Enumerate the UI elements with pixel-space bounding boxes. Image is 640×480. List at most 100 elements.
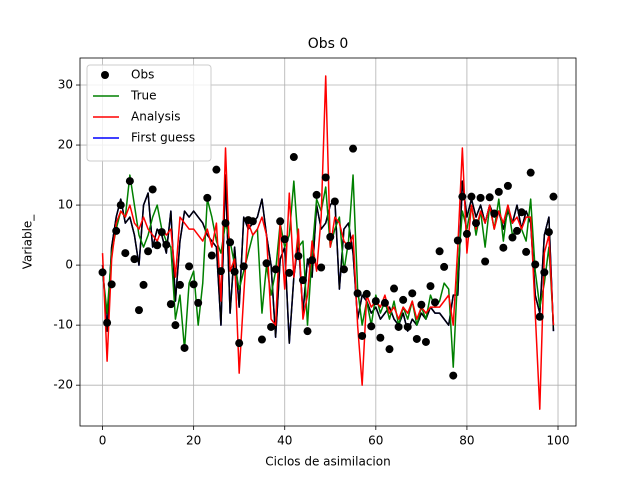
obs-point <box>157 228 166 237</box>
obs-point <box>390 284 399 293</box>
obs-point <box>326 232 335 241</box>
obs-point <box>435 247 444 256</box>
obs-point <box>189 280 198 289</box>
obs-point <box>321 173 330 182</box>
y-tick-label: 10 <box>58 198 73 212</box>
obs-point <box>312 190 321 199</box>
obs-point <box>203 193 212 202</box>
obs-point <box>399 295 408 304</box>
obs-point <box>185 262 194 271</box>
obs-point <box>376 333 385 342</box>
obs-point <box>549 192 558 201</box>
obs-point <box>485 193 494 202</box>
obs-point <box>458 192 467 201</box>
obs-point <box>362 289 371 298</box>
obs-point <box>144 247 153 256</box>
obs-point <box>467 192 476 201</box>
obs-point <box>112 226 121 235</box>
plot-frame <box>79 57 577 427</box>
obs-point <box>371 297 380 306</box>
obs-point <box>153 241 162 250</box>
obs-point <box>285 268 294 277</box>
obs-point <box>490 209 499 218</box>
x-tick-label: 40 <box>277 434 292 448</box>
y-axis-label: Variable_ <box>21 214 35 270</box>
obs-point <box>103 318 112 327</box>
obs-point <box>385 345 394 354</box>
obs-point <box>513 226 522 235</box>
obs-point <box>303 327 312 336</box>
obs-point <box>276 217 285 226</box>
obs-point <box>134 306 143 315</box>
obs-point <box>508 233 517 242</box>
obs-point <box>353 289 362 298</box>
obs-point <box>130 255 139 264</box>
obs-point <box>339 265 348 274</box>
obs-point <box>317 263 326 272</box>
obs-point <box>280 235 289 244</box>
legend-box <box>86 64 212 162</box>
obs-point <box>139 280 148 289</box>
y-tick-label: 30 <box>58 78 73 92</box>
obs-point <box>262 259 271 268</box>
obs-point <box>221 219 230 228</box>
legend: Obs True Analysis First guess <box>86 64 212 162</box>
obs-point <box>426 282 435 291</box>
obs-point <box>175 280 184 289</box>
x-tick-label: 20 <box>186 434 201 448</box>
obs-point <box>344 241 353 250</box>
obs-point <box>431 298 440 307</box>
obs-point <box>212 165 221 174</box>
obs-point <box>180 343 189 352</box>
obs-point <box>271 265 280 274</box>
obs-point <box>216 267 225 276</box>
y-tick-label: -20 <box>53 378 73 392</box>
obs-point <box>308 256 317 265</box>
obs-point <box>230 267 239 276</box>
obs-point <box>349 144 358 153</box>
obs-point <box>522 247 531 256</box>
legend-label: True <box>130 89 157 103</box>
obs-point <box>408 289 417 298</box>
obs-point <box>194 298 203 307</box>
obs-point <box>235 339 244 348</box>
obs-point <box>125 177 134 186</box>
obs-point <box>367 322 376 331</box>
obs-point <box>330 197 339 206</box>
obs-point <box>98 268 107 277</box>
obs-point <box>403 322 412 331</box>
obs-point <box>166 300 175 309</box>
obs-point <box>257 335 266 344</box>
obs-point <box>226 238 235 247</box>
obs-point <box>462 229 471 238</box>
obs-point <box>453 236 462 245</box>
obs-point <box>298 276 307 285</box>
obs-point <box>239 262 248 271</box>
obs-point <box>121 249 130 258</box>
legend-label: First guess <box>131 131 195 145</box>
obs-point <box>394 322 403 331</box>
obs-point <box>207 251 216 260</box>
obs-point <box>449 371 458 380</box>
obs-point <box>440 262 449 271</box>
obs-point <box>107 280 116 289</box>
obs-point <box>358 331 367 340</box>
obs-point <box>148 185 157 194</box>
x-axis-label: Ciclos de asimilacion <box>265 455 390 469</box>
y-tick-label: -10 <box>53 318 73 332</box>
obs-point <box>294 252 303 261</box>
obs-point <box>162 240 171 249</box>
obs-point <box>380 298 389 307</box>
obs-point <box>171 321 180 330</box>
x-tick-label: 80 <box>459 434 474 448</box>
obs-point <box>412 334 421 343</box>
obs-point <box>540 268 549 277</box>
obs-point <box>267 322 276 331</box>
obs-point <box>494 187 503 196</box>
obs-point <box>476 193 485 202</box>
obs-point <box>417 300 426 309</box>
legend-label: Obs <box>131 68 154 82</box>
obs-point <box>531 260 540 269</box>
x-tick-label: 60 <box>368 434 383 448</box>
